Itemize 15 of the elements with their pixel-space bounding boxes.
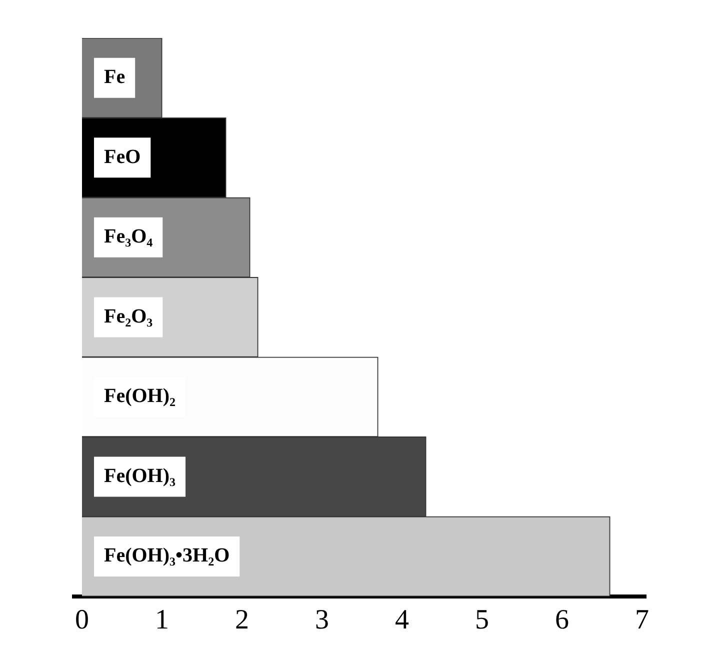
y-tick-label: Fe(OH)₃•3H₂O: [104, 544, 230, 567]
y-tick-label: Fe(OH)₃: [104, 464, 176, 487]
x-tick-label: 6: [555, 604, 569, 636]
x-tick-label: 4: [395, 604, 409, 636]
x-tick-label: 7: [635, 604, 649, 636]
y-tick-label: Fe: [104, 66, 126, 88]
y-tick-label: Fe(OH)₂: [104, 385, 176, 408]
x-tick-label: 2: [235, 604, 249, 636]
x-tick-label: 0: [75, 604, 89, 636]
x-tick-label: 1: [155, 604, 169, 636]
x-tick-label: 3: [315, 604, 329, 636]
y-tick-label: FeO: [104, 146, 141, 168]
y-tick-label: Fe₃O₄: [104, 226, 153, 248]
x-tick-label: 5: [475, 604, 489, 636]
y-tick-label: Fe₂O₃: [104, 305, 153, 328]
